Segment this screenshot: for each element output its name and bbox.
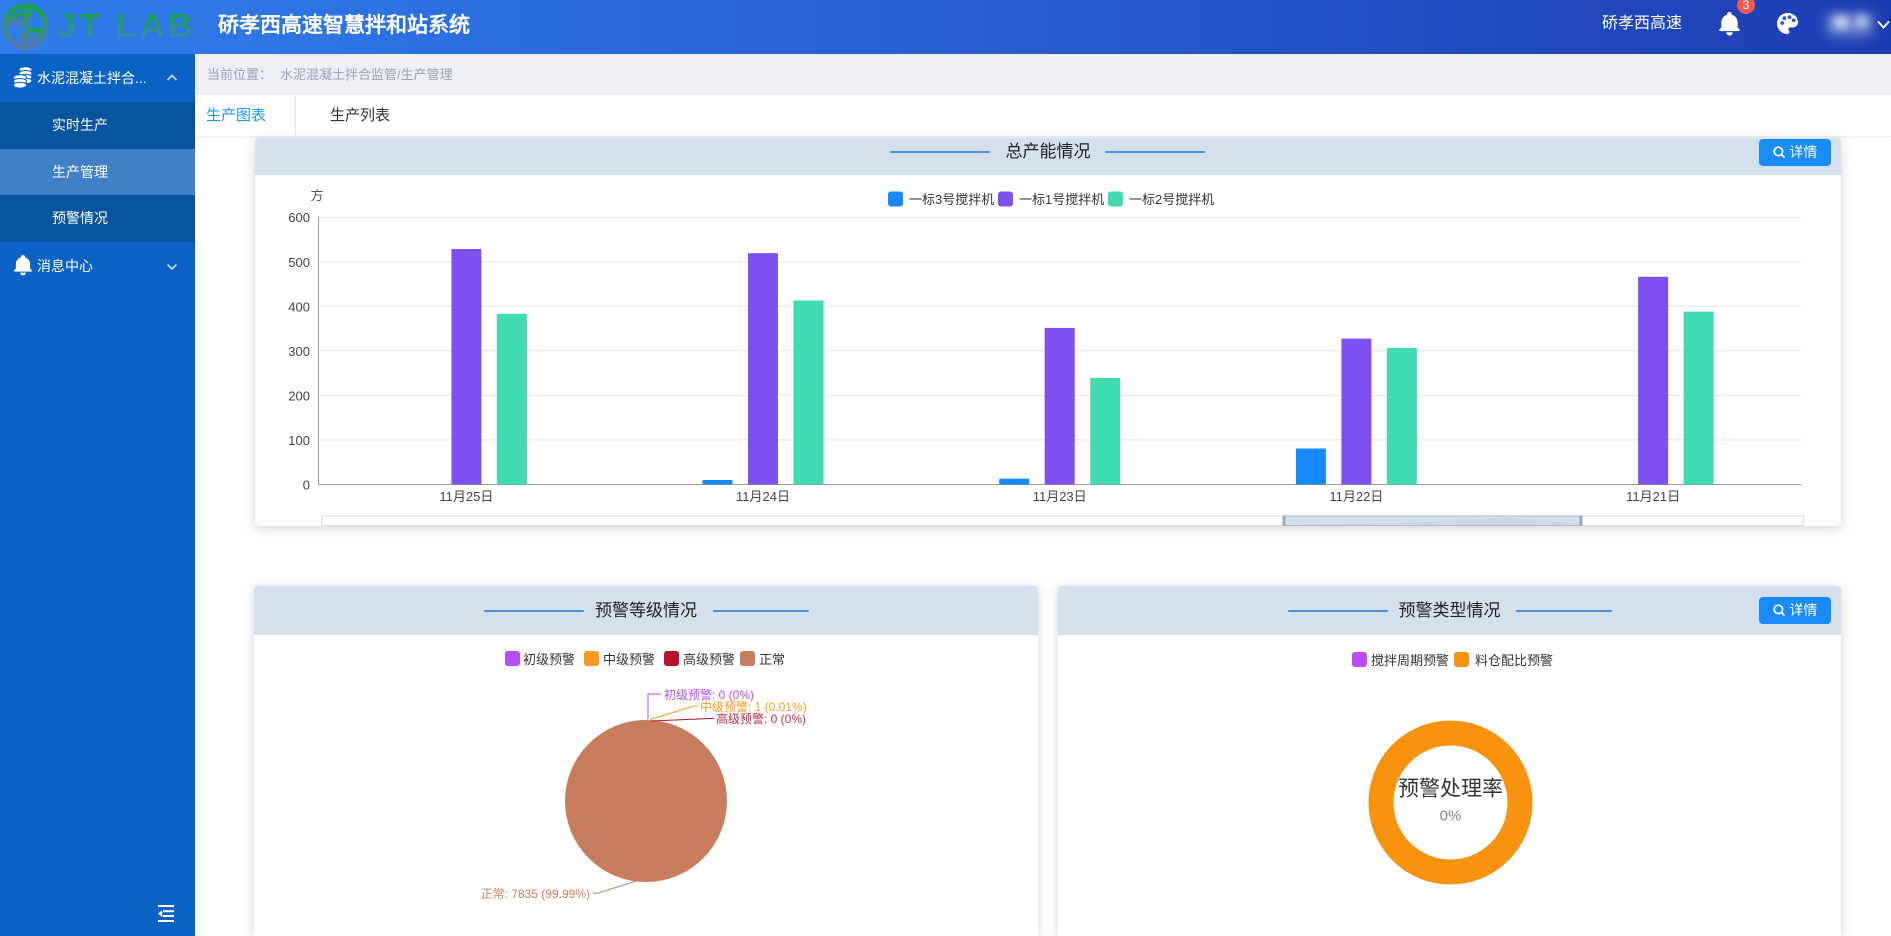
svg-text:初级预警: 初级预警 bbox=[523, 652, 575, 667]
svg-text:300: 300 bbox=[288, 344, 310, 359]
svg-text:正常: 正常 bbox=[759, 652, 785, 667]
svg-text:料仓配比预警: 料仓配比预警 bbox=[1475, 653, 1553, 668]
svg-text:500: 500 bbox=[288, 255, 310, 270]
svg-text:600: 600 bbox=[288, 210, 310, 225]
svg-text:搅拌周期预警: 搅拌周期预警 bbox=[1371, 653, 1449, 668]
svg-text:400: 400 bbox=[288, 299, 310, 314]
svg-text:正常: 7835 (99.99%): 正常: 7835 (99.99%) bbox=[481, 887, 590, 901]
svg-text:11月22日: 11月22日 bbox=[1329, 489, 1383, 504]
svg-text:200: 200 bbox=[288, 388, 310, 403]
svg-text:0%: 0% bbox=[1440, 808, 1462, 825]
svg-text:预警处理率: 预警处理率 bbox=[1398, 778, 1503, 801]
svg-text:高级预警: 0 (0%): 高级预警: 0 (0%) bbox=[716, 711, 806, 726]
svg-text:初级预警: 0 (0%): 初级预警: 0 (0%) bbox=[664, 687, 754, 702]
svg-text:11月24日: 11月24日 bbox=[736, 489, 790, 504]
svg-text:中级预警: 中级预警 bbox=[603, 652, 655, 667]
svg-text:11月21日: 11月21日 bbox=[1626, 489, 1680, 504]
svg-text:一标3号搅拌机: 一标3号搅拌机 bbox=[909, 192, 994, 207]
svg-text:中级预警: 1 (0.01%): 中级预警: 1 (0.01%) bbox=[700, 699, 807, 714]
svg-text:方: 方 bbox=[310, 188, 323, 203]
svg-text:高级预警: 高级预警 bbox=[683, 652, 735, 667]
svg-text:100: 100 bbox=[288, 433, 310, 448]
svg-text:一标1号搅拌机: 一标1号搅拌机 bbox=[1019, 192, 1104, 207]
svg-text:一标2号搅拌机: 一标2号搅拌机 bbox=[1129, 192, 1214, 207]
svg-text:11月23日: 11月23日 bbox=[1033, 489, 1087, 504]
svg-text:0: 0 bbox=[303, 478, 310, 493]
svg-text:11月25日: 11月25日 bbox=[439, 489, 493, 504]
